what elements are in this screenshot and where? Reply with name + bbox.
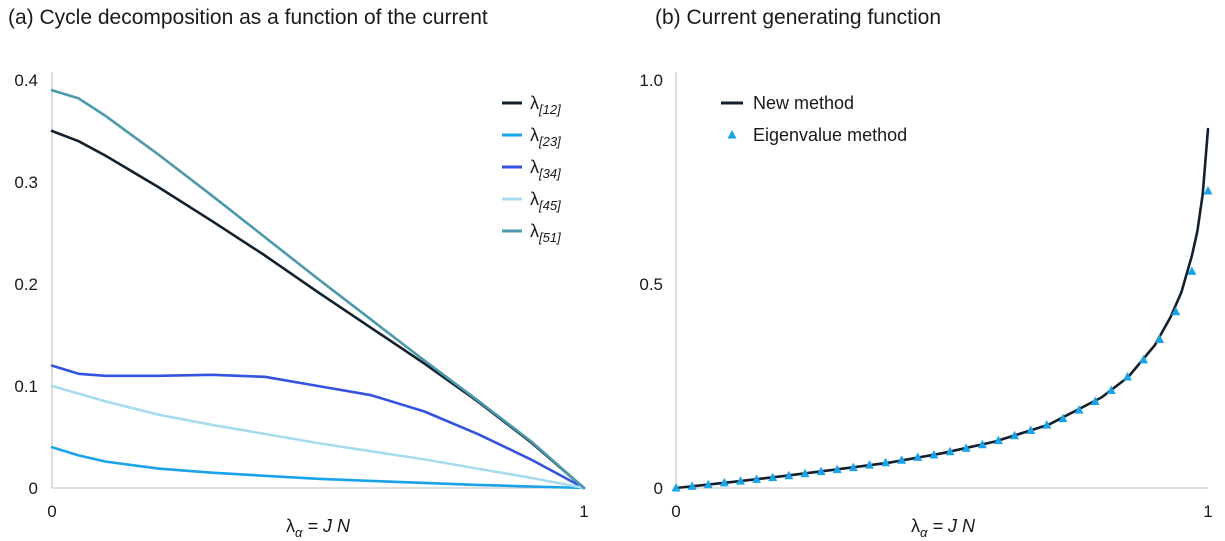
data-point-marker (913, 452, 923, 461)
data-point-marker (1026, 425, 1036, 434)
y-tick-label: 0.1 (14, 377, 38, 396)
data-point-marker (1122, 372, 1132, 381)
x-axis-label: λα = J N (911, 516, 976, 540)
y-tick-label: 0.3 (14, 173, 38, 192)
data-point-marker (1074, 405, 1084, 414)
y-tick-label: 0.5 (639, 275, 663, 294)
data-point-marker (1171, 306, 1181, 316)
data-point-marker (945, 446, 955, 456)
data-point-marker (961, 443, 971, 452)
legend-label: λ[34] (530, 157, 561, 181)
data-point-marker (816, 466, 826, 476)
x-tick-label: 0 (671, 502, 680, 521)
legend-label: λ[45] (530, 189, 561, 213)
data-point-marker (864, 460, 874, 469)
data-point-marker (1010, 430, 1020, 440)
series-line (50, 445, 586, 490)
data-point-marker (703, 479, 713, 489)
y-tick-label: 0 (654, 479, 663, 498)
y-tick-label: 0.4 (14, 71, 38, 90)
data-point-marker (929, 449, 939, 459)
data-point-marker (881, 457, 891, 467)
series-line (50, 364, 586, 490)
data-point-marker (1042, 420, 1052, 429)
data-point-marker (1058, 413, 1068, 423)
data-point-marker (1090, 396, 1100, 406)
data-point-marker (784, 470, 794, 480)
chart-title: (b) Current generating function (655, 6, 941, 29)
data-point-marker (977, 439, 987, 449)
panel-a: (a) Cycle decomposition as a function of… (8, 6, 589, 540)
data-point-marker (735, 476, 745, 485)
x-tick-label: 0 (47, 502, 56, 521)
data-point-marker (1139, 354, 1149, 364)
legend-label: λ[51] (530, 221, 561, 245)
legend-marker (727, 130, 737, 139)
y-tick-label: 1.0 (639, 71, 663, 90)
legend-label: λ[23] (530, 125, 561, 149)
legend-label: Eigenvalue method (753, 125, 907, 145)
series-line (50, 129, 586, 490)
data-point-marker (1203, 185, 1213, 195)
data-point-marker (671, 483, 681, 492)
x-tick-label: 1 (1203, 502, 1212, 521)
y-tick-label: 0.2 (14, 275, 38, 294)
legend-label: λ[12] (530, 93, 561, 117)
data-point-marker (1187, 266, 1197, 275)
data-point-marker (832, 464, 842, 474)
series-line (674, 127, 1210, 490)
data-point-marker (897, 455, 907, 464)
data-point-marker (1106, 385, 1116, 394)
x-axis-label: λα = J N (286, 516, 351, 540)
data-point-marker (800, 468, 810, 478)
data-point-marker (752, 474, 762, 483)
data-point-marker (719, 477, 729, 487)
data-point-marker (687, 481, 697, 490)
panel-b: (b) Current generating function 0 0.5 1.0 0 1… (639, 6, 1212, 540)
y-tick-label: 0 (29, 479, 38, 498)
data-point-marker (1155, 334, 1165, 343)
x-tick-label: 1 (579, 502, 588, 521)
data-point-marker (848, 462, 858, 472)
series-line (50, 88, 586, 490)
chart-title: (a) Cycle decomposition as a function of… (8, 6, 488, 29)
data-point-marker (993, 435, 1003, 445)
data-point-marker (768, 472, 778, 482)
legend-label: New method (753, 93, 854, 113)
series-line (50, 384, 586, 490)
